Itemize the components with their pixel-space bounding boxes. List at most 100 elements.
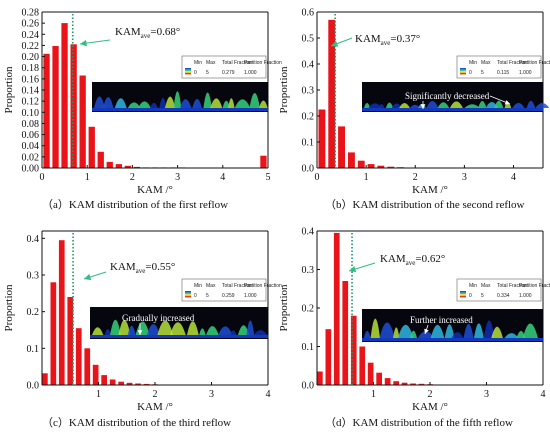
microstructure-grains-d: [362, 318, 543, 341]
y-tick-label-c-1: 0.1: [27, 344, 40, 355]
y-tick-label-a-11: 0.22: [22, 41, 40, 52]
chart-panel-a: 0.00 0.02 0.04 0.06 0.08 0.10 0.12 0.14 0.16 0.18…: [0, 0, 282, 217]
micro-note-c: Gradually increased: [122, 313, 195, 323]
bar-d-10: [401, 382, 408, 385]
x-tick-label-d-1: 2: [428, 389, 433, 400]
bar-a-5: [88, 126, 95, 168]
y-tick-label-b-6: 0.6: [302, 8, 315, 19]
legend-partition-value-c: 1.000: [244, 293, 257, 299]
x-tick-label-a-1: 1: [85, 172, 90, 183]
bar-d-3: [342, 281, 349, 385]
bar-c-9: [118, 381, 124, 385]
kam-ave-arrow-b: [330, 37, 353, 47]
x-tick-label-c-3: 4: [266, 389, 271, 400]
chart-caption-b: （b）KAM distribution of the second reflow: [325, 199, 525, 211]
chart-panel-c: 0.0 0.1 0.2 0.3 0.4 1 2 3 4 KAM /° Proportion Gradu…: [0, 217, 282, 434]
bar-d-6: [367, 362, 374, 385]
bar-d-11: [410, 383, 416, 385]
micro-note-d: Further increased: [410, 315, 473, 325]
y-tick-label-c-3: 0.3: [27, 271, 40, 282]
legend-partition-label-d: Partition Fraction: [519, 283, 550, 289]
chart-panel-d: 0.0 0.1 0.2 0.3 0.4 1 2 3 4 KAM /° Proportion Furth…: [275, 217, 550, 434]
y-tick-label-c-0: 0.0: [27, 381, 40, 392]
chart-a-svg: 0.000.020.040.060.080.100.120.140.160.18…: [3, 8, 282, 197]
x-tick-label-c-0: 1: [96, 389, 101, 400]
bar-c-6: [92, 364, 99, 385]
x-tick-label-d-3: 4: [541, 389, 546, 400]
y-tick-label-b-4: 0.4: [302, 60, 315, 71]
y-tick-label-d-1: 0.1: [302, 342, 315, 353]
bar-c-5: [84, 348, 91, 385]
bar-d-8: [384, 378, 391, 385]
y-tick-label-d-2: 0.2: [302, 304, 315, 315]
bar-b-1: [328, 19, 336, 168]
x-tick-label-c-1: 2: [153, 389, 158, 400]
y-tick-label-a-4: 0.08: [22, 119, 40, 130]
bar-d-4: [350, 315, 357, 385]
bar-a-4: [79, 75, 86, 168]
y-axis-label-a: Proportion: [3, 66, 15, 114]
x-tick-label-d-0: 1: [371, 389, 376, 400]
kam-ave-annotation-d: KAMave=0.62°: [380, 253, 445, 267]
kam-ave-arrow-d: [348, 262, 376, 273]
chart-caption-c: （c）KAM distribution of the third reflow: [42, 417, 232, 429]
legend-max-value-c: 5: [206, 293, 209, 299]
y-tick-label-c-2: 0.2: [27, 307, 40, 318]
x-tick-label-a-0: 0: [40, 172, 45, 183]
x-tick-label-a-3: 3: [175, 172, 180, 183]
y-tick-label-a-2: 0.04: [22, 141, 40, 152]
micro-note-b: Significantly decreased: [405, 91, 490, 101]
chart-b-svg: 0.0 0.1 0.2 0.3 0.4 0.5 0.6 0 1 2 3 4 KAM /° Proporti…: [278, 8, 550, 197]
legend-total-label-c: Total Fraction: [222, 283, 252, 289]
y-tick-label-b-5: 0.5: [302, 34, 315, 45]
legend-partition-label-a: Partition Fraction: [244, 60, 282, 66]
x-tick-label-b-0: 0: [315, 172, 320, 183]
bar-d-12: [418, 383, 425, 385]
bar-b-4: [357, 160, 365, 168]
y-tick-label-a-5: 0.10: [22, 108, 40, 119]
legend-min-value-b: 0: [469, 70, 472, 76]
legend-total-value-a: 0.279: [222, 70, 235, 76]
bar-a-6: [97, 151, 104, 168]
bar-c-1: [50, 282, 57, 385]
bar-b-0: [318, 109, 326, 168]
bar-c-10: [126, 382, 133, 385]
y-tick-label-a-14: 0.28: [22, 8, 40, 19]
bar-a-9: [124, 165, 131, 168]
y-tick-label-a-8: 0.16: [22, 74, 40, 85]
legend-total-label-a: Total Fraction: [222, 60, 252, 66]
x-tick-label-b-2: 2: [413, 172, 418, 183]
x-axis-label-d: KAM /°: [412, 401, 448, 413]
x-axis-label-b: KAM /°: [412, 184, 448, 196]
y-tick-label-a-10: 0.20: [22, 52, 40, 63]
legend-min-label-b: Min: [469, 60, 477, 66]
y-axis-label-b: Proportion: [278, 66, 290, 114]
legend-partition-value-a: 1.000: [244, 70, 257, 76]
x-tick-label-b-1: 1: [364, 172, 369, 183]
bar-c-0: [42, 373, 48, 385]
bar-a-3: [70, 44, 77, 168]
bar-b-5: [367, 164, 375, 168]
legend-partition-value-b: 1.000: [519, 70, 532, 76]
x-tick-label-b-4: 4: [511, 172, 516, 183]
kam-ave-annotation-c: KAMave=0.55°: [110, 261, 175, 275]
legend-partition-label-c: Partition Fraction: [244, 283, 282, 289]
kam-ave-annotation-b: KAMave=0.37°: [355, 33, 420, 47]
y-tick-label-d-0: 0.0: [302, 381, 315, 392]
y-tick-label-a-1: 0.02: [22, 152, 40, 163]
y-tick-label-b-2: 0.2: [302, 112, 315, 123]
legend-total-value-d: 0.334: [497, 293, 510, 299]
bar-a-10: [133, 166, 141, 168]
bar-b-3: [348, 152, 355, 168]
chart-d-svg: 0.0 0.1 0.2 0.3 0.4 1 2 3 4 KAM /° Proportion Furth…: [278, 227, 550, 414]
y-tick-label-a-9: 0.18: [22, 63, 40, 74]
legend-total-value-b: 0.115: [497, 70, 509, 76]
bar-d-5: [359, 346, 366, 385]
legend-min-value-d: 0: [469, 293, 472, 299]
legend-max-label-d: Max: [481, 283, 491, 289]
x-tick-label-d-2: 3: [484, 389, 489, 400]
microstructure-grains-c: [90, 319, 268, 338]
bar-a-8: [115, 164, 122, 168]
bar-b-7: [387, 166, 395, 168]
bar-b-6: [377, 165, 385, 168]
